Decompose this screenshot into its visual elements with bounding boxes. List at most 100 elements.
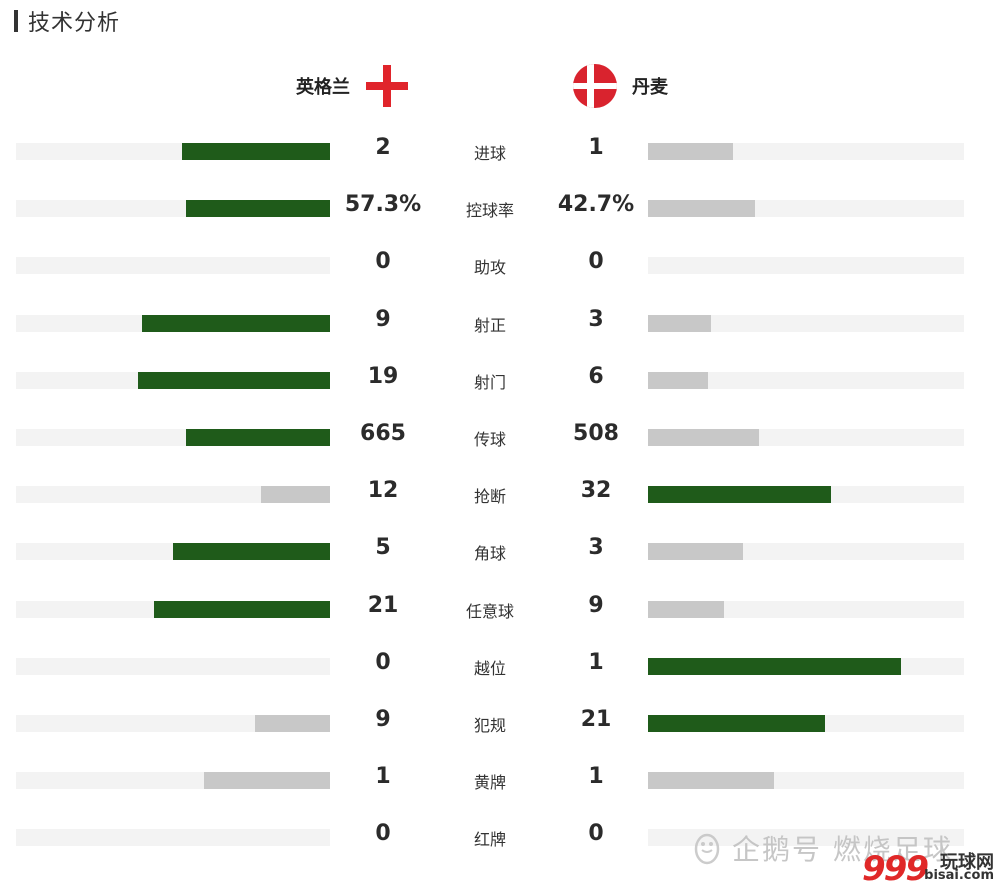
home-stat-value: 19 [367,363,399,389]
home-stat-track [16,543,330,561]
away-stat-track [648,657,964,675]
stat-row: 1 黄牌 1 [0,752,1000,809]
stats-comparison-list: 2 进球 1 57.3% 控球率 42.7% 0 助攻 0 9 射正 3 19 射门 6 665 传球 508 12… [0,123,1000,866]
stat-label: 越位 [473,658,506,678]
stat-label: 传球 [473,429,506,449]
stat-row: 21 任意球 9 [0,581,1000,638]
away-stat-track [648,428,964,446]
stat-row: 0 红牌 0 [0,809,1000,866]
stat-row: 57.3% 控球率 42.7% [0,180,1000,237]
stat-label: 助攻 [473,258,506,278]
home-stat-bar [204,772,330,790]
away-stat-value: 3 [588,535,604,561]
away-stat-value: 42.7% [557,192,635,218]
stat-row: 5 角球 3 [0,523,1000,580]
home-stat-bar [154,600,330,618]
away-stat-value: 9 [588,592,604,618]
site-logo-number: 999 [862,849,929,889]
home-stat-track [16,371,330,389]
away-stat-bar [648,600,724,618]
away-stat-track [648,200,964,218]
stat-label: 射门 [473,372,506,392]
stat-row: 665 传球 508 [0,409,1000,466]
away-stat-track [648,772,964,790]
home-stat-value: 0 [375,249,391,275]
home-stat-track [16,314,330,332]
section-title: 技术分析 [28,11,121,36]
stat-label: 红牌 [473,830,506,850]
home-stat-value: 12 [367,478,399,504]
away-stat-bar [648,486,831,504]
stat-row: 19 射门 6 [0,352,1000,409]
title-accent-bar [14,10,18,32]
home-stat-value: 57.3% [344,192,422,218]
penguin-icon [694,833,720,865]
site-name: 玩球网 [940,852,994,873]
home-stat-value: 9 [375,306,391,332]
stat-label: 犯规 [473,715,506,735]
stat-row: 12 抢断 32 [0,466,1000,523]
stat-row: 2 进球 1 [0,123,1000,180]
away-stat-value: 1 [588,135,604,160]
site-domain: bisai.com [924,868,994,883]
home-stat-value: 21 [367,592,399,618]
home-stat-bar [142,314,330,332]
away-stat-value: 0 [588,821,604,847]
away-stat-track [648,143,964,160]
stat-label: 任意球 [465,601,514,621]
stat-label: 进球 [473,144,506,163]
home-stat-value: 0 [375,649,391,675]
home-stat-track [16,772,330,790]
home-stat-track [16,428,330,446]
stat-label: 控球率 [465,201,514,221]
watermark-text: 企鹅号 燃烧足球 [732,833,953,866]
home-stat-track [16,143,330,160]
stat-row: 0 越位 1 [0,638,1000,695]
home-team-header: 英格兰 [250,60,410,112]
away-stat-track [648,829,964,847]
away-stat-track [648,543,964,561]
away-stat-track [648,600,964,618]
home-stat-bar [186,200,330,218]
stat-label: 角球 [473,544,506,564]
home-stat-track [16,200,330,218]
away-stat-value: 6 [588,363,604,389]
home-stat-bar [182,143,330,160]
away-stat-track [648,314,964,332]
stat-label: 黄牌 [473,773,506,793]
home-stat-bar [186,428,330,446]
away-stat-value: 21 [580,706,612,732]
away-stat-bar [648,657,901,675]
home-stat-bar [173,543,330,561]
denmark-flag-icon [573,64,617,108]
away-stat-track [648,486,964,504]
stat-row: 9 射正 3 [0,295,1000,352]
home-stat-value: 2 [375,135,391,160]
away-stat-value: 1 [588,649,604,675]
away-stat-bar [648,428,759,446]
stat-label: 射正 [473,315,506,335]
home-stat-value: 1 [375,764,391,790]
home-stat-track [16,600,330,618]
away-stat-bar [648,371,708,389]
home-stat-value: 5 [375,535,391,561]
home-stat-bar [138,371,330,389]
home-stat-track [16,486,330,504]
stat-row: 9 犯规 21 [0,695,1000,752]
stat-row: 0 助攻 0 [0,237,1000,294]
away-stat-value: 3 [588,306,604,332]
home-stat-value: 9 [375,706,391,732]
away-stat-bar [648,772,774,790]
away-team-name: 丹麦 [632,77,668,98]
away-stat-track [648,714,964,732]
away-stat-bar [648,714,825,732]
home-stat-track [16,657,330,675]
england-flag-icon [366,65,408,107]
home-stat-bar [261,486,330,504]
away-team-header: 丹麦 [572,60,772,112]
away-stat-value: 1 [588,764,604,790]
home-stat-value: 665 [360,420,406,446]
home-stat-track [16,714,330,732]
home-stat-value: 0 [375,821,391,847]
away-stat-value: 32 [580,478,612,504]
